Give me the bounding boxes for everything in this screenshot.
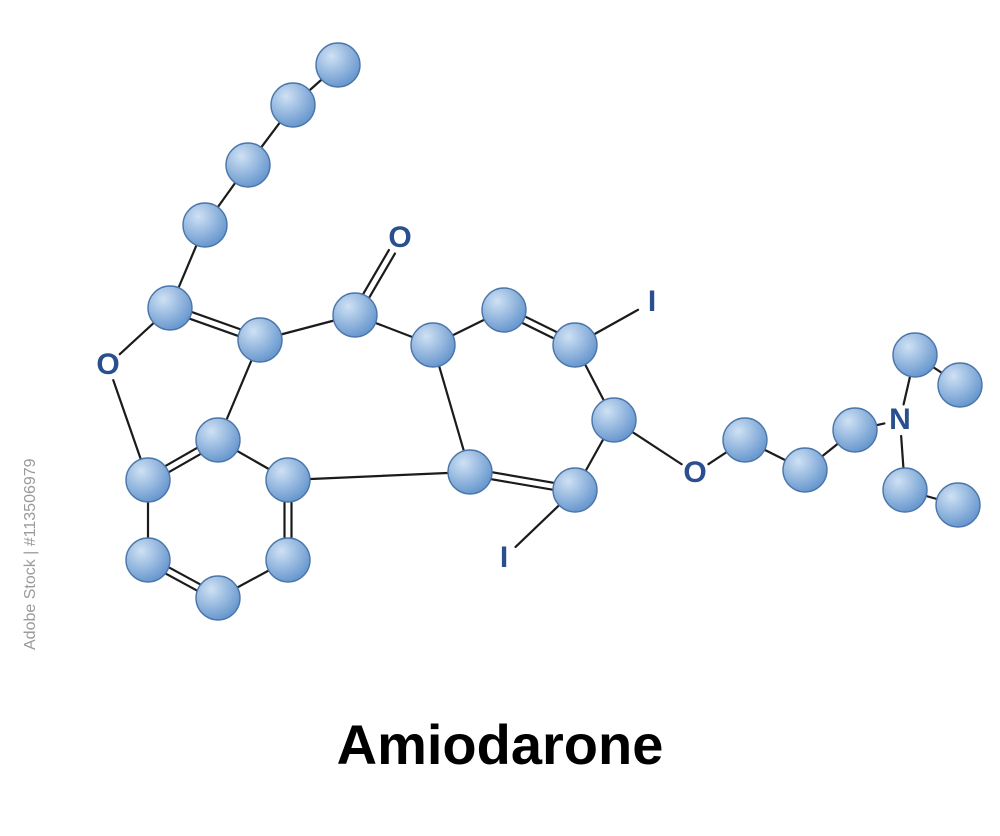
atom-sphere (126, 538, 170, 582)
atom-label-n: N (889, 403, 911, 437)
atom-sphere (226, 143, 270, 187)
atom-sphere (448, 450, 492, 494)
atom-label-i: I (500, 541, 508, 575)
atom-sphere (938, 363, 982, 407)
atom-sphere (553, 468, 597, 512)
atom-sphere (196, 418, 240, 462)
atom-sphere (126, 458, 170, 502)
atom-sphere (553, 323, 597, 367)
atom-sphere (883, 468, 927, 512)
atom-sphere (316, 43, 360, 87)
atom-sphere (271, 83, 315, 127)
atom-sphere (266, 538, 310, 582)
watermark: Adobe Stock | #113506979 (22, 458, 40, 650)
atom-label-o: O (96, 348, 119, 382)
atom-sphere (482, 288, 526, 332)
atom-sphere (592, 398, 636, 442)
atom-sphere (266, 458, 310, 502)
atom-sphere (183, 203, 227, 247)
compound-title: Amiodarone (0, 712, 1000, 777)
atom-label-i: I (648, 285, 656, 319)
molecule-diagram (0, 0, 1000, 836)
atom-sphere (783, 448, 827, 492)
atom-sphere (936, 483, 980, 527)
atom-sphere (411, 323, 455, 367)
atom-label-o: O (388, 221, 411, 255)
atom-sphere (196, 576, 240, 620)
atom-sphere (148, 286, 192, 330)
atom-sphere (833, 408, 877, 452)
atom-label-o: O (683, 456, 706, 490)
atom-sphere (238, 318, 282, 362)
atom-sphere (723, 418, 767, 462)
atom-sphere (893, 333, 937, 377)
atom-sphere (333, 293, 377, 337)
